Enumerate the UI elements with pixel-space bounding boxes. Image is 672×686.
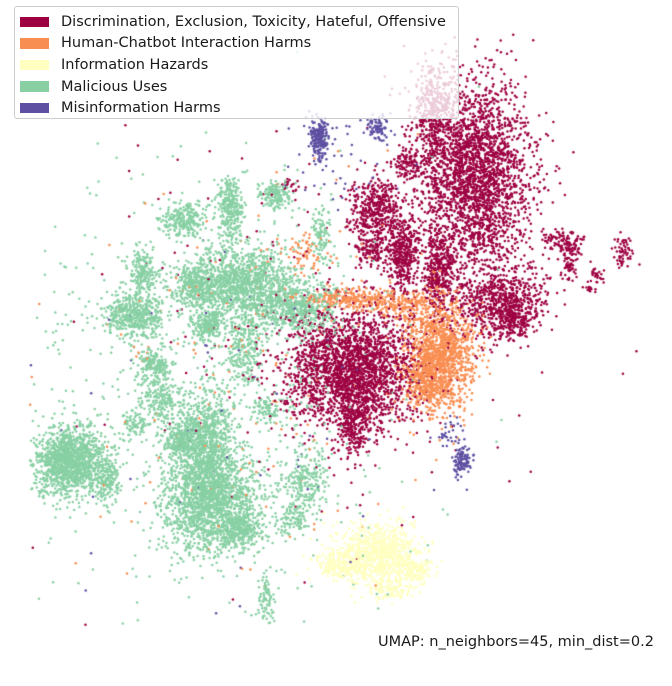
legend-swatch-icon bbox=[20, 59, 49, 71]
legend-label: Discrimination, Exclusion, Toxicity, Hat… bbox=[61, 13, 446, 30]
legend-item-malicious-uses: Malicious Uses bbox=[20, 76, 458, 98]
legend-item-information-hazards: Information Hazards bbox=[20, 54, 458, 76]
legend-label: Misinformation Harms bbox=[61, 100, 221, 117]
legend-label: Information Hazards bbox=[61, 56, 209, 73]
umap-parameters-annotation: UMAP: n_neighbors=45, min_dist=0.2 bbox=[378, 634, 654, 650]
legend-item-misinformation: Misinformation Harms bbox=[20, 97, 458, 119]
legend-item-human-chatbot: Human-Chatbot Interaction Harms bbox=[20, 33, 458, 55]
legend-swatch-icon bbox=[20, 38, 49, 49]
legend-swatch-icon bbox=[20, 81, 49, 92]
legend-item-discrimination: Discrimination, Exclusion, Toxicity, Hat… bbox=[20, 11, 458, 33]
legend-swatch-icon bbox=[20, 102, 49, 114]
legend: Discrimination, Exclusion, Toxicity, Hat… bbox=[14, 6, 459, 119]
legend-label: Human-Chatbot Interaction Harms bbox=[61, 35, 312, 52]
legend-label: Malicious Uses bbox=[61, 78, 168, 95]
legend-swatch-icon bbox=[20, 16, 49, 28]
